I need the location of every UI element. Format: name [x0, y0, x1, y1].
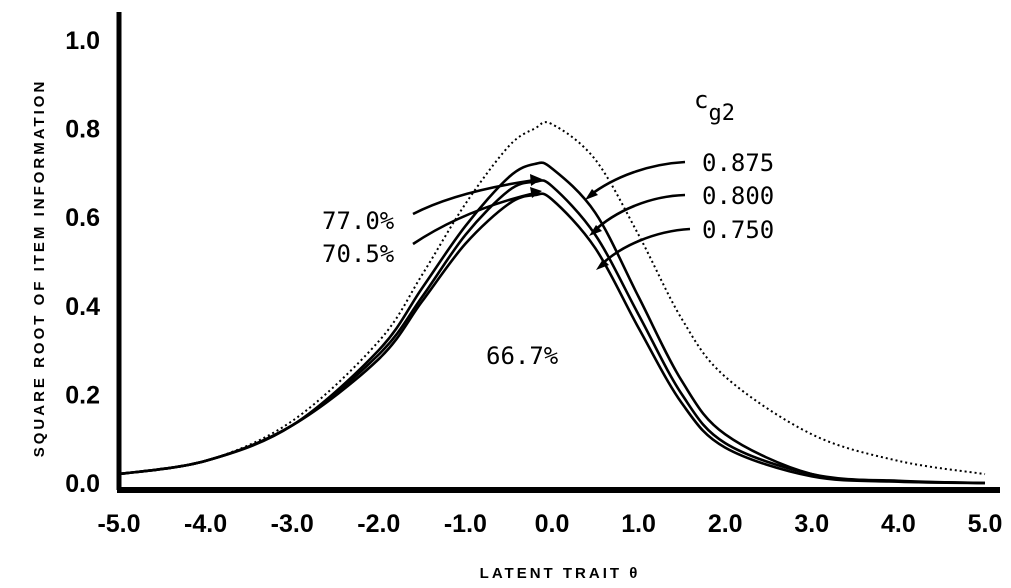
x-tick-label: -2.0 — [357, 510, 400, 538]
arrowhead-0-750 — [596, 259, 609, 270]
arrowhead-77-0-pct — [530, 174, 542, 186]
arrow-0-750 — [599, 227, 691, 267]
y-tick-label: 0.0 — [65, 470, 100, 498]
annotation-0-750: 0.750 — [702, 216, 774, 244]
arrow-0-800 — [592, 193, 686, 233]
x-tick-label: 3.0 — [794, 510, 829, 538]
x-tick-label: 0.0 — [535, 510, 570, 538]
arrow-0-875 — [588, 160, 686, 198]
y-tick-labels: 0.0 0.2 0.4 0.6 0.8 1.0 — [65, 27, 100, 498]
y-tick-label: 0.8 — [65, 116, 100, 144]
y-tick-label: 0.4 — [65, 293, 100, 321]
y-tick-label: 1.0 — [65, 27, 100, 55]
x-tick-label: -4.0 — [184, 510, 227, 538]
x-tick-label: 1.0 — [621, 510, 656, 538]
x-tick-label: -5.0 — [97, 510, 140, 538]
y-axis-title: SQUARE ROOT OF ITEM INFORMATION — [31, 79, 48, 458]
annotation-70-5-pct: 70.5% — [322, 240, 395, 268]
legend-title-subscript: g2 — [708, 101, 735, 126]
arrowhead-0-875 — [585, 189, 598, 200]
annotation-0-800: 0.800 — [702, 182, 774, 210]
series-line-dotted — [118, 121, 986, 476]
series-line-0-875 — [118, 161, 986, 485]
y-tick-label: 0.6 — [65, 204, 100, 232]
x-tick-label: 4.0 — [881, 510, 916, 538]
y-tick-label: 0.2 — [65, 381, 100, 409]
annotation-77-0-pct: 77.0% — [322, 207, 395, 235]
arrow-77-0-pct — [412, 178, 536, 216]
x-axis-title: LATENT TRAIT θ — [480, 565, 641, 582]
x-tick-label: -1.0 — [444, 510, 487, 538]
annotation-0-875: 0.875 — [702, 149, 774, 177]
series-line-0-750 — [118, 192, 986, 485]
series-layer — [118, 121, 986, 485]
arrowheads — [530, 174, 609, 270]
x-tick-label: 5.0 — [968, 510, 1003, 538]
arrowhead-70-5-pct — [530, 187, 542, 198]
legend-title: cg2 — [694, 86, 735, 126]
x-tick-label: 2.0 — [708, 510, 743, 538]
annotation-66-7-pct: 66.7% — [486, 342, 559, 370]
x-tick-label: -3.0 — [271, 510, 314, 538]
arrowhead-0-800 — [589, 225, 602, 236]
arrow-70-5-pct — [412, 191, 536, 246]
legend-title-main: c — [694, 86, 708, 114]
series-line-0-800 — [118, 179, 986, 485]
x-tick-labels: -5.0 -4.0 -3.0 -2.0 -1.0 0.0 1.0 2.0 3.0 4.0 5.0 — [97, 510, 1002, 538]
